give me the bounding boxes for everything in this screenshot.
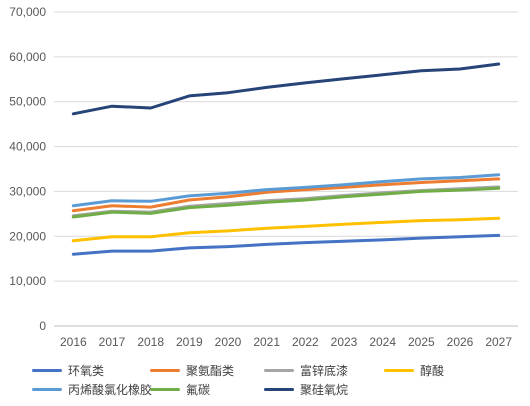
gridlines [54,11,518,327]
x-tick-label: 2025 [408,335,435,349]
x-tick-label: 2016 [60,335,87,349]
y-tick-label: 60,000 [9,50,46,64]
y-tick-label: 70,000 [9,5,46,19]
x-tick-label: 2018 [137,335,164,349]
x-tick-label: 2022 [292,335,319,349]
x-tick-label: 2020 [215,335,242,349]
x-tick-label: 2024 [369,335,396,349]
series-line-3 [71,216,501,243]
y-tick-label: 30,000 [9,184,46,198]
x-tick-label: 2019 [176,335,203,349]
series-line-5 [71,186,501,219]
series-line-0 [71,233,501,256]
y-tick-label: 10,000 [9,274,46,288]
x-tick-label: 2017 [99,335,126,349]
y-tick-label: 20,000 [9,229,46,243]
y-axis-ticks: 0 10,000 20,000 30,000 40,000 50,000 60,000 70,… [9,5,46,333]
series-line-1 [71,177,501,213]
x-tick-label: 2027 [485,335,512,349]
series-lines [71,62,501,256]
x-tick-label: 2023 [331,335,358,349]
y-tick-label: 40,000 [9,140,46,154]
series-line-4 [71,173,501,208]
x-tick-label: 2021 [253,335,280,349]
x-axis-ticks: 2016 2017 2018 2019 2020 2021 2022 2023 2024 2025… [60,335,512,349]
series-line-6 [71,62,501,116]
x-tick-label: 2026 [447,335,474,349]
y-tick-label: 50,000 [9,95,46,109]
y-tick-label: 0 [39,319,46,333]
